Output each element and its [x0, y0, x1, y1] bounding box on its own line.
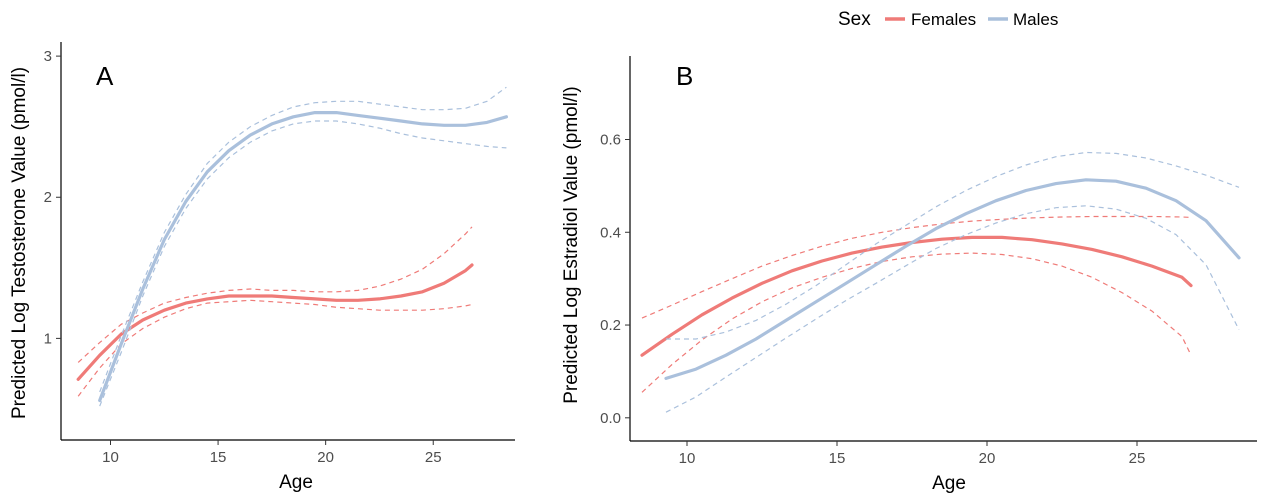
- panel-b-y-tick-label: 0.2: [600, 317, 621, 334]
- panel-b-y-tick-label: 0.0: [600, 410, 621, 427]
- panel-b-females-lower-ci-line: [641, 252, 1192, 393]
- panel-b-y-axis-title: Predicted Log Estradiol Value (pmol/l): [561, 86, 582, 404]
- panel-b-males-fit-line: [664, 178, 1241, 380]
- panel-a-y-tick-label: 1: [44, 330, 52, 347]
- panel-a-y-axis-title: Predicted Log Testosterone Value (pmol/l…: [9, 67, 30, 419]
- legend-title: Sex: [838, 9, 871, 30]
- panel-a-females-upper-ci-line: [77, 226, 473, 363]
- panel-a-females-lower-ci-line: [77, 299, 473, 397]
- legend: Sex Females Males: [838, 9, 1058, 30]
- panel-b-x-tick-label: 15: [829, 450, 846, 467]
- legend-label-males: Males: [1013, 10, 1058, 29]
- panel-b-males-upper-ci-line: [666, 151, 1240, 340]
- panel-b-x-tick-label: 25: [1129, 450, 1146, 467]
- panel-a-x-tick-label: 15: [210, 449, 227, 466]
- panel-b-males-lower-ci-line: [665, 205, 1240, 413]
- panel-a-y-tick-label: 2: [44, 189, 52, 206]
- panel-b-y-tick-label: 0.4: [600, 224, 621, 241]
- panel-a-y-tick-label: 3: [44, 48, 52, 65]
- panel-b-females-upper-ci-line: [641, 215, 1192, 319]
- panel-b-y-tick-label: 0.6: [600, 131, 621, 148]
- panel-a-males-lower-ci-line: [99, 120, 507, 407]
- panel-a-x-axis-title: Age: [279, 472, 313, 493]
- panel-a-males-fit-line: [98, 111, 508, 403]
- panel-b-x-axis-title: Age: [932, 473, 966, 494]
- legend-label-females: Females: [911, 10, 976, 29]
- panel-a-x-tick-label: 10: [102, 449, 119, 466]
- panel-b-females-fit-line: [640, 235, 1193, 357]
- panel-a-x-tick-label: 20: [317, 449, 334, 466]
- panel-a-females-fit-line: [76, 263, 474, 381]
- panel-b-x-tick-label: 10: [679, 450, 696, 467]
- panel-a-label: A: [96, 61, 114, 91]
- panel-a-males-upper-ci-line: [99, 86, 507, 393]
- panel-a-x-tick-label: 25: [425, 449, 442, 466]
- panel-b-x-tick-label: 20: [979, 450, 996, 467]
- panel-b-label: B: [676, 61, 693, 91]
